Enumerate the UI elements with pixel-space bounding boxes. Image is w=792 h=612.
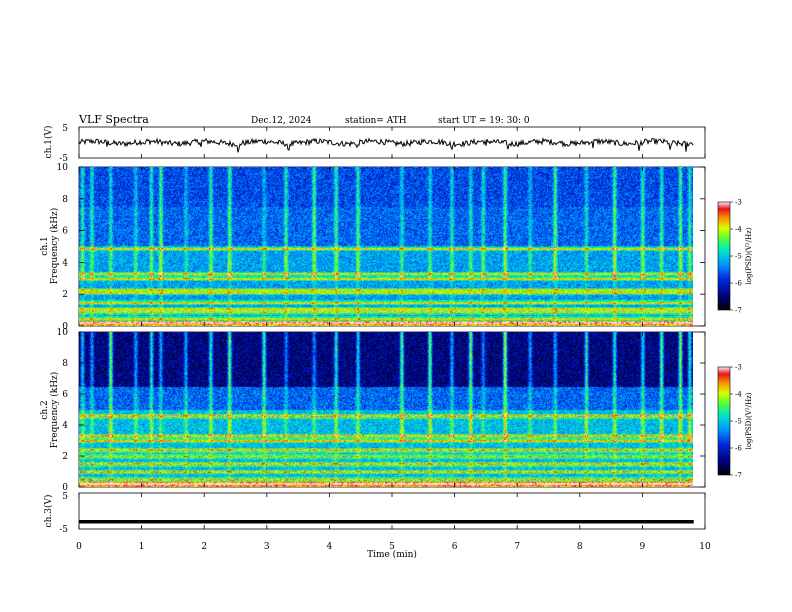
ch1-spec-ytick: 4 bbox=[62, 258, 68, 268]
ch2-spectrogram-panel: 0 2 4 6 8 10 ch.2 Frequency (kHz) bbox=[40, 328, 706, 493]
ch2-colorbar-tick-label: -4 bbox=[735, 391, 742, 399]
ch3-ytick-bottom: -5 bbox=[59, 525, 68, 535]
ch1-waveform-panel: 5 -5 ch.1(V) bbox=[43, 124, 706, 164]
ch1-ylabel-line1: ch.1 bbox=[40, 236, 50, 255]
x-tick-label: 0 bbox=[76, 542, 82, 552]
header-date: Dec.12, 2024 bbox=[251, 116, 312, 126]
x-axis-label: Time (min) bbox=[367, 549, 417, 560]
ch1-spec-ytick: 0 bbox=[62, 322, 68, 332]
ch2-spec-ytick: 4 bbox=[62, 421, 68, 431]
x-tick-label: 10 bbox=[699, 542, 711, 552]
ch1-spectrogram-panel: 0 2 4 6 8 10 ch.1 Frequency (kHz) bbox=[40, 163, 706, 332]
ch3-frame bbox=[78, 492, 706, 530]
ch1-colorbar-tick-label: -7 bbox=[735, 307, 742, 315]
header-start-time: start UT = 19: 30: 0 bbox=[438, 116, 530, 126]
ch1-spec-ytick: 6 bbox=[62, 227, 68, 237]
ch2-colorbar: -3 -4 -5 -6 -7 log(PSD)(V²/Hz) bbox=[717, 364, 753, 480]
ch2-spec-ytick: 0 bbox=[62, 483, 68, 493]
x-tick-label: 9 bbox=[640, 542, 646, 552]
ch1-ylabel: ch.1(V) bbox=[43, 126, 54, 159]
header-station: station= ATH bbox=[345, 116, 407, 126]
ch2-spec-ytick: 8 bbox=[62, 359, 68, 369]
ch1-spec-ytick: 8 bbox=[62, 195, 68, 205]
ch1-ytick-bottom: -5 bbox=[59, 154, 68, 164]
x-tick-label: 6 bbox=[452, 542, 458, 552]
ch2-spec-ytick: 2 bbox=[62, 452, 68, 462]
ch1-spec-ytick: 10 bbox=[57, 163, 69, 173]
x-tick-label: 3 bbox=[264, 542, 270, 552]
ch3-ylabel: ch.3(V) bbox=[43, 495, 54, 528]
ch1-spec-ytick: 2 bbox=[62, 290, 68, 300]
ch2-colorbar-label: log(PSD)(V²/Hz) bbox=[745, 392, 753, 449]
ch2-colorbar-tick-label: -5 bbox=[735, 418, 742, 426]
ch1-frame bbox=[78, 126, 706, 159]
ch2-ylabel-line1: ch.2 bbox=[40, 400, 50, 419]
ch2-ylabel-line2: Frequency (kHz) bbox=[49, 372, 60, 449]
ch1-colorbar: -3 -4 -5 -6 -7 log(PSD)(V²/Hz) bbox=[717, 199, 753, 315]
ch1-colorbar-gradient bbox=[718, 202, 730, 310]
ch1-colorbar-tick-label: -3 bbox=[735, 199, 742, 207]
ch2-spectrogram-image bbox=[79, 332, 693, 487]
ch3-waveform-panel: 5 -5 ch.3(V) 0 1 2 3 4 5 6 7 8 9 10 Time (min) bbox=[43, 127, 711, 560]
ch1-colorbar-tick-label: -6 bbox=[735, 280, 742, 288]
x-tick-label: 7 bbox=[514, 542, 520, 552]
x-tick-label: 4 bbox=[327, 542, 333, 552]
ch2-colorbar-gradient bbox=[718, 367, 730, 475]
x-tick-label: 5 bbox=[389, 542, 395, 552]
ch1-colorbar-tick-label: -4 bbox=[735, 226, 742, 234]
ch2-colorbar-tick-label: -7 bbox=[735, 472, 742, 480]
figure-title: VLF Spectra bbox=[78, 113, 149, 126]
x-tick-label: 8 bbox=[577, 542, 583, 552]
ch1-waveform-line bbox=[78, 136, 694, 153]
ch2-spec-ytick: 10 bbox=[57, 328, 69, 338]
ch1-ytick-top: 5 bbox=[62, 124, 68, 134]
ch2-colorbar-tick-label: -6 bbox=[735, 445, 742, 453]
ch2-spec-ytick: 6 bbox=[62, 390, 68, 400]
ch3-ytick-top: 5 bbox=[62, 492, 68, 502]
ch1-spectrogram-image bbox=[79, 167, 693, 326]
ch1-colorbar-tick-label: -5 bbox=[735, 253, 742, 261]
ch1-colorbar-label: log(PSD)(V²/Hz) bbox=[745, 227, 753, 284]
x-tick-label: 2 bbox=[201, 542, 207, 552]
x-tick-label: 1 bbox=[139, 542, 145, 552]
ch2-colorbar-tick-label: -3 bbox=[735, 364, 742, 372]
ch1-ylabel-line2: Frequency (kHz) bbox=[49, 208, 60, 285]
